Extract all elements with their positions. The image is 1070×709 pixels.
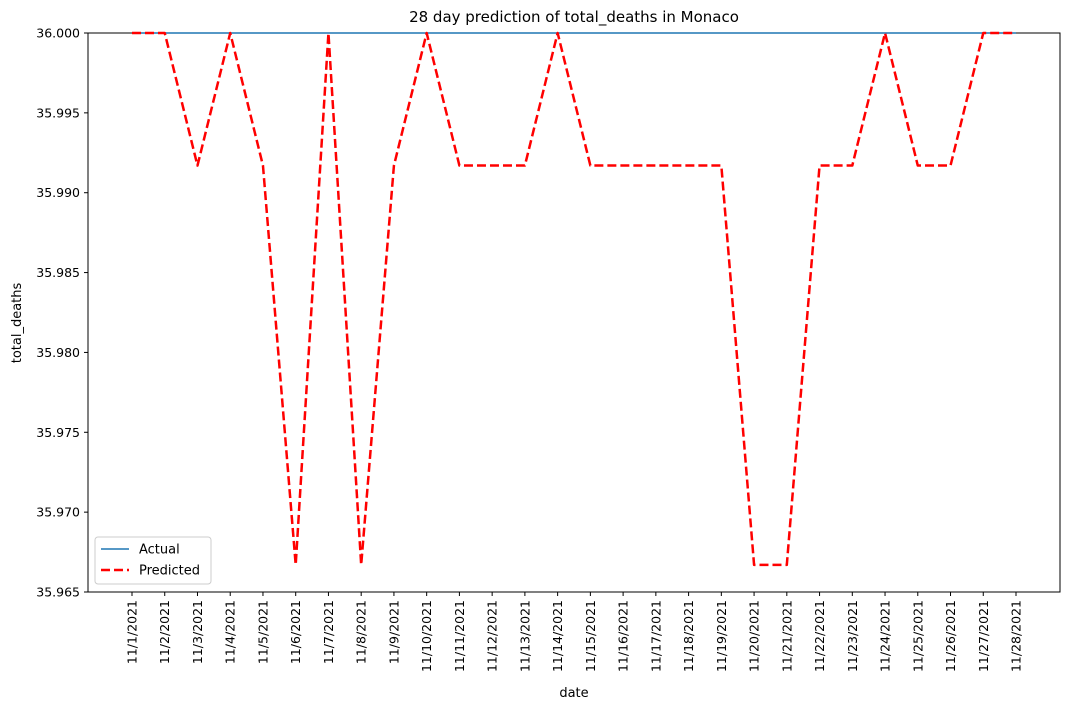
y-tick-label: 35.985 bbox=[36, 265, 80, 280]
x-tick-label: 11/15/2021 bbox=[583, 600, 598, 672]
x-tick-label: 11/28/2021 bbox=[1009, 600, 1024, 672]
y-tick-label: 35.965 bbox=[36, 585, 80, 600]
x-tick-label: 11/6/2021 bbox=[288, 600, 303, 664]
x-tick-label: 11/10/2021 bbox=[419, 600, 434, 672]
chart-title: 28 day prediction of total_deaths in Mon… bbox=[409, 8, 739, 27]
x-tick-label: 11/9/2021 bbox=[386, 600, 401, 664]
x-tick-label: 11/26/2021 bbox=[943, 600, 958, 672]
x-axis: 11/1/2021 11/2/2021 11/3/2021 11/4/2021 11/5… bbox=[125, 592, 1024, 672]
plot-area bbox=[87, 32, 1061, 593]
y-tick-label: 35.995 bbox=[36, 105, 80, 120]
x-tick-label: 11/11/2021 bbox=[452, 600, 467, 672]
x-tick-label: 11/22/2021 bbox=[812, 600, 827, 672]
x-tick-label: 11/12/2021 bbox=[485, 600, 500, 672]
x-tick-label: 11/7/2021 bbox=[321, 600, 336, 664]
x-tick-label: 11/16/2021 bbox=[616, 600, 631, 672]
legend-label-predicted: Predicted bbox=[139, 564, 200, 579]
x-tick-label: 11/18/2021 bbox=[681, 600, 696, 672]
y-tick-label: 35.990 bbox=[36, 185, 80, 200]
x-axis-label: date bbox=[559, 686, 588, 701]
legend: Actual Predicted bbox=[94, 536, 212, 585]
x-tick-label: 11/24/2021 bbox=[878, 600, 893, 672]
x-tick-label: 11/2/2021 bbox=[157, 600, 172, 664]
x-tick-label: 11/5/2021 bbox=[255, 600, 270, 664]
x-tick-label: 11/27/2021 bbox=[976, 600, 991, 672]
series-line-predicted bbox=[132, 31, 1016, 567]
y-tick-label: 35.970 bbox=[36, 505, 80, 520]
y-axis-label: total_deaths bbox=[10, 283, 25, 364]
x-tick-label: 11/17/2021 bbox=[648, 600, 663, 672]
x-tick-label: 11/13/2021 bbox=[517, 600, 532, 672]
y-tick-label: 35.980 bbox=[36, 345, 80, 360]
x-tick-label: 11/8/2021 bbox=[354, 600, 369, 664]
plot-frame bbox=[87, 32, 1061, 593]
y-tick-label: 35.975 bbox=[36, 425, 80, 440]
x-tick-label: 11/25/2021 bbox=[910, 600, 925, 672]
y-tick-label: 36.000 bbox=[36, 26, 80, 41]
x-tick-label: 11/23/2021 bbox=[845, 600, 860, 672]
x-tick-label: 11/1/2021 bbox=[125, 600, 140, 664]
x-tick-label: 11/19/2021 bbox=[714, 600, 729, 672]
x-tick-label: 11/3/2021 bbox=[190, 600, 205, 664]
y-axis: 35.965 35.970 35.975 35.980 35.985 35.990 35.9… bbox=[36, 26, 88, 600]
x-tick-label: 11/14/2021 bbox=[550, 600, 565, 672]
x-tick-label: 11/20/2021 bbox=[747, 600, 762, 672]
series-layer bbox=[132, 31, 1016, 567]
x-tick-label: 11/21/2021 bbox=[779, 600, 794, 672]
x-tick-label: 11/4/2021 bbox=[223, 600, 238, 664]
legend-label-actual: Actual bbox=[139, 543, 180, 558]
